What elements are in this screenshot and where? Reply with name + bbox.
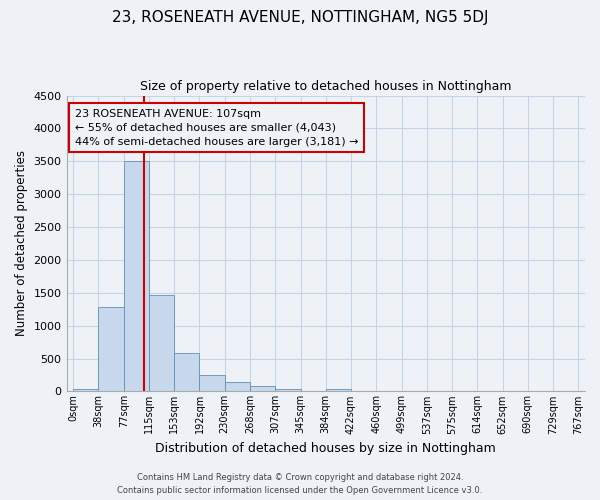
Bar (98, 307, 124, 392)
Bar (124, 162, 149, 392)
Text: Contains HM Land Registry data © Crown copyright and database right 2024.
Contai: Contains HM Land Registry data © Crown c… (118, 474, 482, 495)
X-axis label: Distribution of detached houses by size in Nottingham: Distribution of detached houses by size … (155, 442, 496, 455)
Bar (225, 382, 250, 392)
Bar (199, 375, 225, 392)
Bar (149, 294, 174, 392)
Title: Size of property relative to detached houses in Nottingham: Size of property relative to detached ho… (140, 80, 512, 93)
Y-axis label: Number of detached properties: Number of detached properties (15, 150, 28, 336)
Text: 23, ROSENEATH AVENUE, NOTTINGHAM, NG5 5DJ: 23, ROSENEATH AVENUE, NOTTINGHAM, NG5 5D… (112, 10, 488, 25)
Bar (73, 390, 98, 392)
Bar (275, 389, 301, 392)
Bar (326, 389, 351, 392)
Bar (250, 386, 275, 392)
Bar (174, 354, 199, 392)
Text: 23 ROSENEATH AVENUE: 107sqm
← 55% of detached houses are smaller (4,043)
44% of : 23 ROSENEATH AVENUE: 107sqm ← 55% of det… (74, 108, 358, 146)
